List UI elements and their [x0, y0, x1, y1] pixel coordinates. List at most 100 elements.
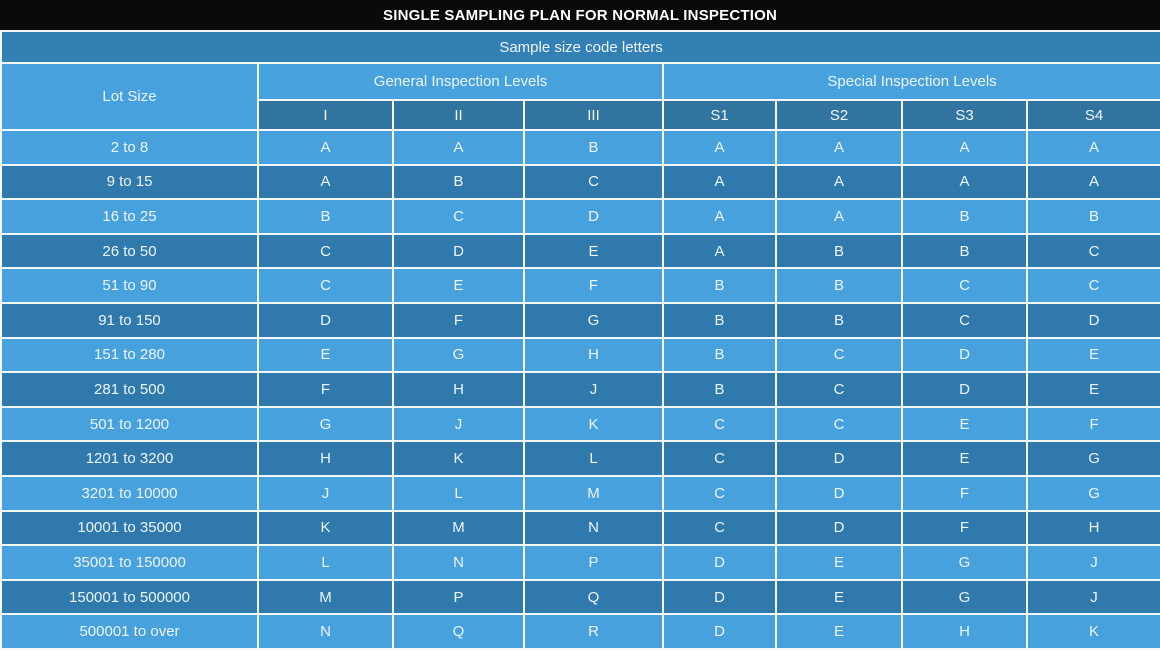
- table-row: 16 to 25 B C D A A B B: [0, 198, 1160, 235]
- code-letter-cell: D: [1025, 301, 1160, 339]
- code-letter-cell: A: [257, 129, 394, 166]
- code-letter-cell: J: [392, 405, 525, 443]
- lot-size-cell: 151 to 280: [0, 336, 259, 374]
- table-row: 51 to 90 C E F B B C C: [0, 267, 1160, 304]
- table-row: 91 to 150 D F G B B C D: [0, 301, 1160, 339]
- table-row: 26 to 50 C D E A B B C: [0, 232, 1160, 270]
- code-letter-cell: A: [1025, 129, 1160, 166]
- code-letter-cell: E: [257, 336, 394, 374]
- code-letter-cell: E: [775, 613, 903, 650]
- lot-size-cell: 91 to 150: [0, 301, 259, 339]
- subtitle-row: Sample size code letters: [0, 30, 1160, 64]
- code-letter-cell: N: [257, 613, 394, 650]
- code-letter-cell: B: [662, 267, 777, 304]
- table-row: 501 to 1200 G J K C C E F: [0, 405, 1160, 443]
- column-header-general-3: III: [523, 99, 664, 131]
- code-letter-cell: E: [775, 578, 903, 616]
- code-letter-cell: D: [523, 198, 664, 235]
- code-letter-cell: D: [662, 613, 777, 650]
- column-header-general-1: I: [257, 99, 394, 131]
- code-letter-cell: A: [662, 129, 777, 166]
- code-letter-cell: D: [775, 509, 903, 547]
- code-letter-cell: C: [662, 405, 777, 443]
- column-header-special-s2: S2: [775, 99, 903, 131]
- code-letter-cell: B: [392, 163, 525, 201]
- table-row: 10001 to 35000 K M N C D F H: [0, 509, 1160, 547]
- code-letter-cell: C: [662, 509, 777, 547]
- code-letter-cell: E: [901, 440, 1028, 477]
- code-letter-cell: H: [257, 440, 394, 477]
- code-letter-cell: L: [257, 544, 394, 581]
- code-letter-cell: K: [523, 405, 664, 443]
- code-letter-cell: L: [392, 474, 525, 512]
- code-letter-cell: C: [1025, 232, 1160, 270]
- code-letter-cell: G: [257, 405, 394, 443]
- code-letter-cell: A: [392, 129, 525, 166]
- code-letter-cell: A: [662, 163, 777, 201]
- group-header-row: Lot Size General Inspection Levels Speci…: [0, 62, 1160, 131]
- code-letter-cell: F: [901, 474, 1028, 512]
- code-letter-cell: E: [901, 405, 1028, 443]
- code-letter-cell: J: [257, 474, 394, 512]
- lot-size-cell: 35001 to 150000: [0, 544, 259, 581]
- code-letter-cell: P: [523, 544, 664, 581]
- lot-size-cell: 500001 to over: [0, 613, 259, 650]
- table-row: 150001 to 500000 M P Q D E G J: [0, 578, 1160, 616]
- code-letter-cell: M: [392, 509, 525, 547]
- code-letter-cell: H: [901, 613, 1028, 650]
- code-letter-cell: H: [392, 371, 525, 408]
- group-header-special: Special Inspection Levels: [661, 62, 1160, 101]
- table-row: 500001 to over N Q R D E H K: [0, 613, 1160, 650]
- code-letter-cell: C: [901, 267, 1028, 304]
- code-letter-cell: C: [901, 301, 1028, 339]
- code-letter-cell: B: [662, 301, 777, 339]
- code-letter-cell: D: [662, 578, 777, 616]
- code-letter-cell: E: [1025, 371, 1160, 408]
- code-letter-cell: E: [775, 544, 903, 581]
- code-letter-cell: J: [1025, 578, 1160, 616]
- table-row: 35001 to 150000 L N P D E G J: [0, 544, 1160, 581]
- lot-size-cell: 10001 to 35000: [0, 509, 259, 547]
- table-row: 1201 to 3200 H K L C D E G: [0, 440, 1160, 477]
- code-letter-cell: C: [775, 371, 903, 408]
- code-letter-cell: D: [775, 440, 903, 477]
- code-letter-cell: C: [257, 232, 394, 270]
- column-header-general-2: II: [392, 99, 525, 131]
- code-letter-cell: C: [662, 440, 777, 477]
- table-title: SINGLE SAMPLING PLAN FOR NORMAL INSPECTI…: [0, 0, 1160, 30]
- code-letter-cell: B: [662, 371, 777, 408]
- code-letter-cell: A: [775, 129, 903, 166]
- table-row: 3201 to 10000 J L M C D F G: [0, 474, 1160, 512]
- code-letter-cell: B: [1025, 198, 1160, 235]
- code-letter-cell: E: [1025, 336, 1160, 374]
- lot-size-cell: 26 to 50: [0, 232, 259, 270]
- code-letter-cell: B: [257, 198, 394, 235]
- lot-size-cell: 9 to 15: [0, 163, 259, 201]
- code-letter-cell: D: [257, 301, 394, 339]
- code-letter-cell: D: [901, 371, 1028, 408]
- code-letter-cell: M: [257, 578, 394, 616]
- code-letter-cell: D: [775, 474, 903, 512]
- code-letter-cell: F: [1025, 405, 1160, 443]
- code-letter-cell: F: [257, 371, 394, 408]
- code-letter-cell: C: [775, 405, 903, 443]
- code-letter-cell: A: [662, 198, 777, 235]
- lot-size-header: Lot Size: [0, 62, 259, 131]
- code-letter-cell: A: [775, 163, 903, 201]
- lot-size-cell: 501 to 1200: [0, 405, 259, 443]
- column-header-special-s3: S3: [901, 99, 1028, 131]
- code-letter-cell: C: [523, 163, 664, 201]
- code-letter-cell: J: [523, 371, 664, 408]
- code-letter-cell: A: [1025, 163, 1160, 201]
- code-letter-cell: G: [392, 336, 525, 374]
- code-letter-cell: B: [901, 198, 1028, 235]
- code-letter-cell: C: [1025, 267, 1160, 304]
- code-letter-cell: K: [1025, 613, 1160, 650]
- lot-size-cell: 16 to 25: [0, 198, 259, 235]
- sample-size-code-letters-table: Sample size code letters Lot Size Genera…: [0, 30, 1160, 650]
- code-letter-cell: L: [523, 440, 664, 477]
- lot-size-cell: 150001 to 500000: [0, 578, 259, 616]
